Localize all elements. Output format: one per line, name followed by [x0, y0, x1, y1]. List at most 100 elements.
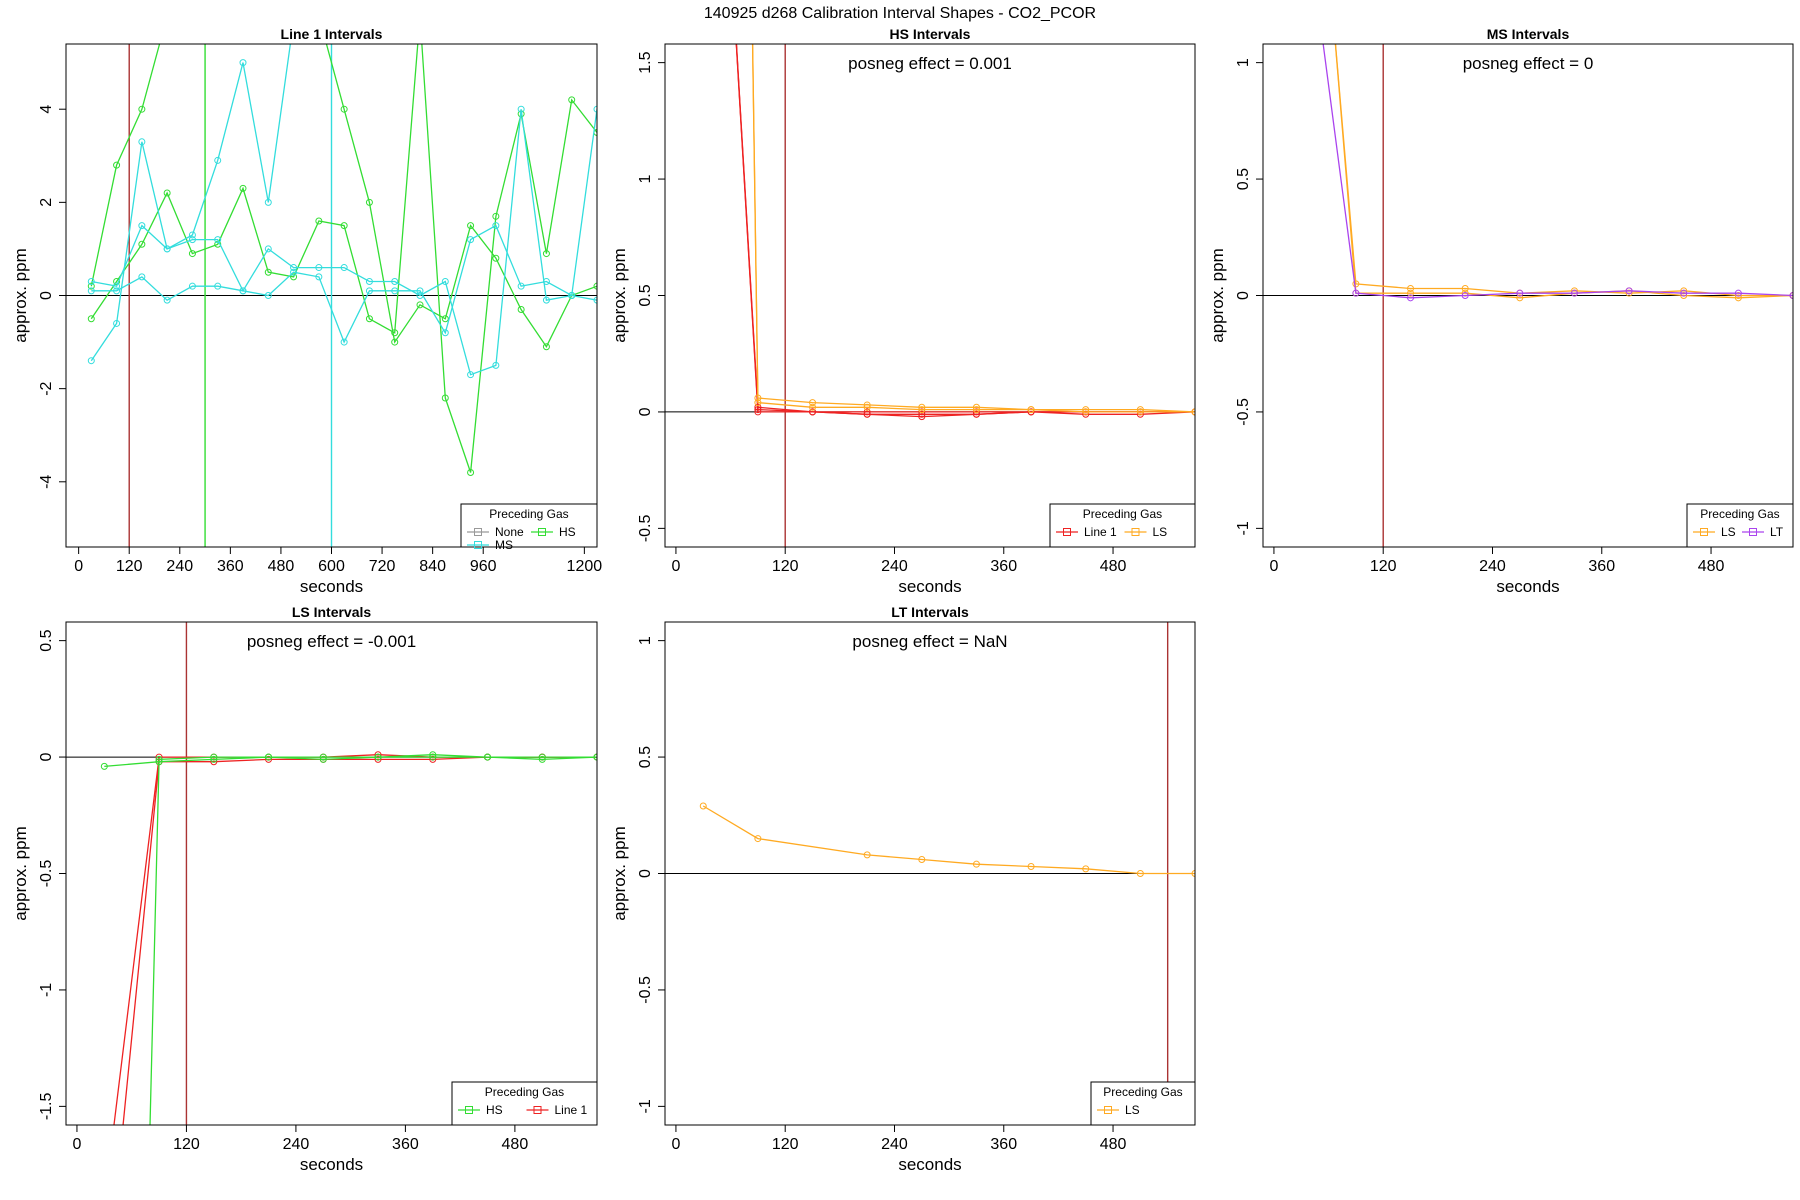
legend-swatch-marker	[474, 528, 482, 536]
data-point	[290, 268, 298, 276]
data-point	[374, 755, 382, 763]
legend-swatch-marker	[1104, 1106, 1112, 1114]
data-point	[319, 753, 327, 761]
series-hs	[87, 44, 161, 290]
data-point	[542, 278, 550, 286]
data-point	[538, 755, 546, 763]
legend-box	[1049, 503, 1196, 548]
data-point	[391, 278, 399, 286]
data-point	[809, 403, 817, 411]
data-point	[391, 287, 399, 295]
data-point	[863, 408, 871, 416]
legend-item: Line 1	[1056, 525, 1117, 539]
series-line	[702, 805, 1195, 875]
series-ls	[699, 802, 1195, 877]
legend-item: LS	[1693, 525, 1736, 539]
x-tick-label: 720	[369, 558, 396, 575]
data-point	[517, 282, 525, 290]
data-point	[863, 403, 871, 411]
data-point	[214, 236, 222, 244]
data-point	[1516, 294, 1524, 302]
data-point	[365, 287, 373, 295]
x-tick-label: 240	[1479, 558, 1506, 575]
data-point	[467, 468, 475, 476]
legend: Preceding Gas LS	[1090, 1081, 1196, 1126]
data-point	[1407, 285, 1415, 293]
data-point	[568, 292, 576, 299]
x-tick-label: 240	[166, 558, 193, 575]
data-point	[492, 222, 500, 230]
data-point	[1027, 408, 1035, 416]
data-point	[113, 282, 121, 290]
data-point	[210, 758, 218, 766]
legend-label: HS	[559, 525, 576, 539]
data-point	[319, 755, 327, 763]
data-point	[492, 361, 500, 369]
x-tick-label: 360	[217, 558, 244, 575]
data-point	[441, 394, 449, 402]
data-point	[1136, 408, 1144, 416]
data-point	[542, 296, 550, 304]
legend-swatch-marker	[1700, 528, 1708, 536]
x-tick-label: 600	[318, 558, 345, 575]
y-tick-label: -2	[38, 381, 55, 395]
data-point	[1461, 285, 1469, 293]
data-point	[87, 287, 95, 295]
posneg-annotation: posneg effect = -0.001	[247, 632, 416, 651]
legend-swatch-marker	[538, 528, 546, 536]
legend: Preceding Gas Line 1 LS	[1049, 503, 1196, 548]
y-tick-label: 0.5	[637, 746, 654, 768]
series-line	[90, 44, 161, 287]
data-point	[374, 753, 382, 761]
data-point	[188, 250, 196, 258]
data-point	[918, 413, 926, 421]
data-point	[1789, 292, 1793, 299]
data-point	[264, 292, 272, 299]
data-point	[365, 198, 373, 206]
data-point	[538, 753, 546, 761]
data-point	[340, 264, 348, 272]
y-tick-label: -0.5	[38, 860, 55, 888]
data-point	[1734, 292, 1742, 299]
data-point	[265, 753, 273, 761]
data-point	[1461, 292, 1469, 299]
chart-title: LS Intervals	[292, 604, 372, 620]
data-point	[163, 245, 171, 253]
series-ms	[87, 44, 292, 365]
y-tick-label: 0.5	[637, 284, 654, 306]
data-point	[1734, 289, 1742, 297]
legend: Preceding Gas None HS MS	[460, 503, 598, 552]
legend-item: HS	[458, 1103, 503, 1117]
data-point	[138, 222, 146, 230]
y-axis-label: approx. ppm	[11, 826, 30, 921]
legend-swatch-marker	[474, 541, 482, 549]
data-point	[113, 161, 121, 169]
data-point	[429, 751, 437, 759]
x-tick-label: 120	[772, 1136, 799, 1153]
y-tick-label: -0.5	[637, 976, 654, 1004]
data-point	[391, 338, 399, 346]
x-tick-label: 0	[72, 1136, 81, 1153]
series-line	[1322, 44, 1793, 299]
data-point	[340, 222, 348, 230]
y-tick-label: 1.5	[637, 51, 654, 73]
data-point	[1680, 289, 1688, 297]
x-tick-label: 480	[1100, 558, 1127, 575]
data-point	[138, 105, 146, 113]
legend-title: Preceding Gas	[489, 507, 568, 521]
y-axis-label: approx. ppm	[610, 826, 629, 921]
data-point	[113, 319, 121, 327]
data-point	[87, 357, 95, 365]
y-tick-label: -0.5	[637, 514, 654, 542]
chart-panel-4: LS Intervals 0 120 240 360 480 seconds -1.5 -1 -0…	[11, 604, 598, 1174]
data-point	[492, 254, 500, 262]
data-point	[593, 753, 597, 761]
data-point	[315, 264, 323, 272]
data-point	[163, 296, 171, 304]
legend-swatch-marker	[1131, 528, 1140, 536]
data-point	[1136, 406, 1144, 414]
y-tick-label: 0	[637, 869, 654, 878]
plot-area	[665, 44, 1195, 547]
